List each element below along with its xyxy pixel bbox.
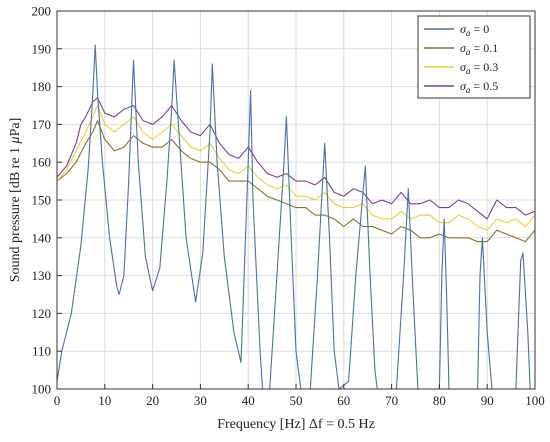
series-line-3 — [57, 97, 535, 220]
legend-label-0: σa = 0 — [460, 22, 489, 38]
series-line-0 — [57, 44, 531, 389]
legend-label-1: σa = 0.1 — [460, 41, 498, 57]
y-tick-label: 180 — [32, 79, 52, 94]
legend-label-3: σa = 0.5 — [460, 79, 498, 95]
legend-sigma: σ — [460, 60, 467, 74]
legend-subscript: a — [466, 47, 471, 57]
legend-subscript: a — [466, 28, 471, 38]
x-tick-label: 60 — [337, 393, 350, 408]
legend-sigma: σ — [460, 22, 467, 36]
y-tick-label: 140 — [32, 230, 52, 245]
legend: σa = 0σa = 0.1σa = 0.3σa = 0.5 — [417, 15, 531, 99]
y-tick-label: 100 — [32, 382, 52, 397]
legend-value: = 0 — [473, 22, 489, 36]
series-line-1 — [57, 120, 535, 243]
legend-subscript: a — [466, 85, 471, 95]
legend-sigma: σ — [460, 41, 467, 55]
x-tick-label: 10 — [98, 393, 111, 408]
y-tick-label: 160 — [32, 155, 52, 170]
y-tick-label: 130 — [32, 268, 52, 283]
legend-value: = 0.5 — [473, 79, 498, 93]
legend-label-2: σa = 0.3 — [460, 60, 498, 76]
y-tick-label: 190 — [32, 41, 52, 56]
x-tick-label: 70 — [385, 393, 398, 408]
x-tick-label: 50 — [290, 393, 303, 408]
x-tick-label: 30 — [194, 393, 207, 408]
y-axis-title: Sound pressure [dB re 1 μPa] — [8, 118, 23, 283]
x-tick-label: 80 — [433, 393, 446, 408]
x-tick-label: 40 — [242, 393, 255, 408]
y-tick-label: 110 — [32, 344, 51, 359]
x-axis-title: Frequency [Hz] Δf = 0.5 Hz — [217, 417, 375, 432]
y-tick-label: 200 — [32, 4, 52, 19]
y-axis-title-part-2: Pa] — [8, 118, 23, 137]
legend-value: = 0.3 — [473, 60, 498, 74]
legend-subscript: a — [466, 66, 471, 76]
x-tick-label: 20 — [146, 393, 159, 408]
y-axis-title-part-1: Sound pressure [dB re 1 — [8, 143, 23, 282]
y-tick-label: 150 — [32, 193, 52, 208]
y-axis-title-mu: μ — [8, 136, 23, 144]
y-tick-label: 120 — [32, 306, 52, 321]
series-layer — [57, 44, 535, 389]
y-tick-label: 170 — [32, 117, 52, 132]
legend-sigma: σ — [460, 79, 467, 93]
legend-value: = 0.1 — [473, 41, 498, 55]
x-tick-label: 90 — [481, 393, 494, 408]
ticks: 0 10 20 30 40 50 60 70 80 90 100 100 110 120 130 140 150… — [32, 4, 545, 409]
series-line-2 — [57, 104, 535, 231]
x-tick-label: 100 — [525, 393, 545, 408]
x-tick-label: 0 — [54, 393, 61, 408]
